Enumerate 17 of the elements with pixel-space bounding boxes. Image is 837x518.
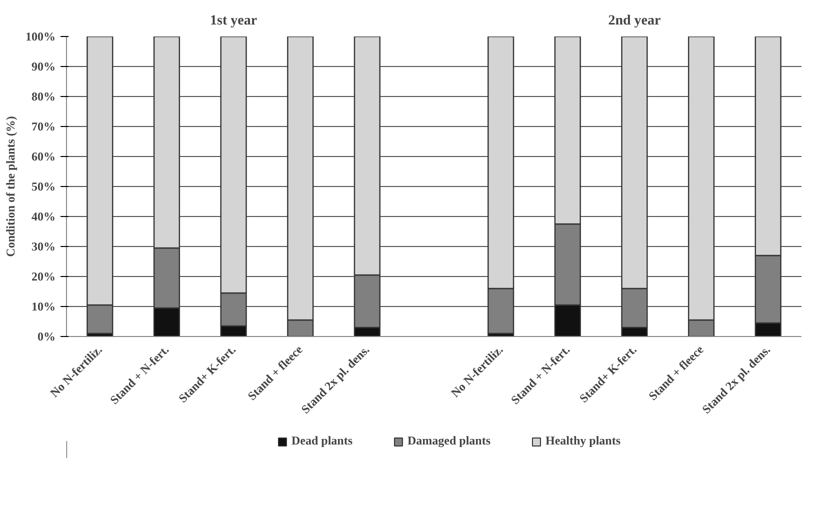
y-tick-label: 90% bbox=[32, 60, 56, 74]
text: 1st year bbox=[210, 14, 258, 28]
y-tick-label: 30% bbox=[32, 240, 56, 254]
legend-label: Dead plants bbox=[291, 434, 352, 448]
y-tick-label: 80% bbox=[32, 90, 56, 104]
y-tick-label: 70% bbox=[32, 120, 56, 134]
text: 2nd year bbox=[608, 14, 661, 28]
y-axis-title: Condition of the plants (%) bbox=[4, 116, 18, 257]
y-tick-label: 0% bbox=[38, 330, 56, 344]
y-tick-label: 20% bbox=[32, 270, 56, 284]
legend-label: Healthy plants bbox=[546, 434, 621, 448]
y-tick-label: 50% bbox=[32, 180, 56, 194]
y-tick-label: 100% bbox=[26, 30, 56, 44]
legend-label: Damaged plants bbox=[407, 434, 491, 448]
y-tick-label: 40% bbox=[32, 210, 56, 224]
y-tick-label: 60% bbox=[32, 150, 56, 164]
y-tick-label: 10% bbox=[32, 300, 56, 314]
